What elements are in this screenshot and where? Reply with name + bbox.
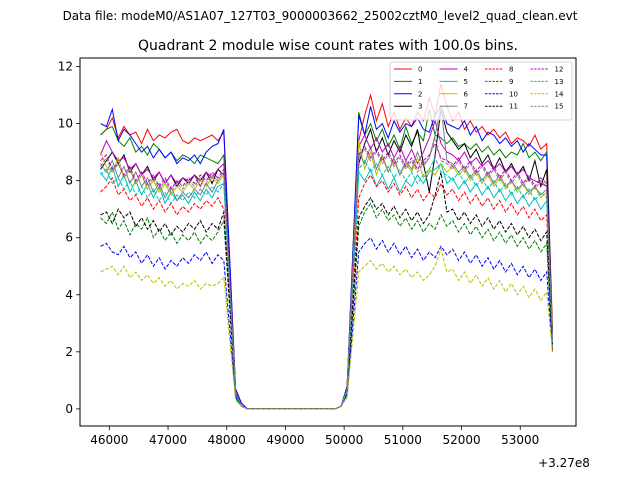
x-axis-offset-label: +3.27e8 bbox=[538, 456, 590, 470]
legend-label-6: 6 bbox=[464, 90, 469, 98]
x-tick-label: 51000 bbox=[384, 433, 422, 447]
legend-label-14: 14 bbox=[555, 90, 564, 98]
y-tick-label: 12 bbox=[58, 60, 73, 74]
x-tick-label: 50000 bbox=[325, 433, 363, 447]
series-line-2 bbox=[100, 105, 553, 410]
legend-label-4: 4 bbox=[464, 66, 469, 74]
legend-label-15: 15 bbox=[555, 103, 564, 111]
legend-label-0: 0 bbox=[418, 66, 422, 74]
y-tick-label: 6 bbox=[65, 231, 73, 245]
plot-frame bbox=[79, 57, 577, 427]
series-line-6 bbox=[100, 140, 553, 410]
y-tick-label: 2 bbox=[65, 345, 73, 359]
series-line-13 bbox=[100, 156, 553, 410]
x-tick-label: 52000 bbox=[442, 433, 480, 447]
plot-lines bbox=[100, 83, 553, 410]
legend-label-10: 10 bbox=[509, 90, 518, 98]
series-line-14 bbox=[100, 247, 553, 410]
series-line-8 bbox=[100, 174, 553, 410]
x-axis: 46000 47000 48000 49000 50000 51000 52000 53000 bbox=[90, 426, 539, 447]
series-line-7 bbox=[100, 106, 553, 410]
x-tick-label: 47000 bbox=[149, 433, 187, 447]
chart-title: Quadrant 2 module wise count rates with … bbox=[138, 38, 518, 54]
series-line-5 bbox=[100, 162, 553, 410]
legend-label-2: 2 bbox=[418, 90, 422, 98]
legend-label-7: 7 bbox=[464, 103, 468, 111]
series-line-10 bbox=[100, 236, 553, 410]
y-tick-label: 0 bbox=[65, 402, 73, 416]
legend-label-8: 8 bbox=[509, 66, 513, 74]
series-line-0 bbox=[100, 83, 553, 410]
legend-label-1: 1 bbox=[418, 78, 422, 86]
series-line-15 bbox=[100, 136, 553, 410]
legend-label-5: 5 bbox=[464, 78, 468, 86]
x-tick-label: 46000 bbox=[90, 433, 128, 447]
series-line-9 bbox=[100, 202, 553, 410]
y-axis: 0 2 4 6 8 10 12 bbox=[58, 60, 80, 416]
y-tick-label: 8 bbox=[65, 174, 73, 188]
legend-box bbox=[389, 61, 573, 121]
x-tick-label: 48000 bbox=[208, 433, 246, 447]
y-tick-label: 10 bbox=[58, 117, 73, 131]
legend-label-13: 13 bbox=[555, 78, 564, 86]
legend-label-9: 9 bbox=[509, 78, 513, 86]
x-tick-label: 53000 bbox=[501, 433, 539, 447]
legend-label-3: 3 bbox=[418, 103, 422, 111]
y-tick-label: 4 bbox=[65, 288, 73, 302]
legend-label-11: 11 bbox=[509, 103, 518, 111]
figure-suptitle: Data file: modeM0/AS1A07_127T03_90000036… bbox=[63, 9, 578, 23]
x-tick-label: 49000 bbox=[266, 433, 304, 447]
legend-label-12: 12 bbox=[555, 66, 564, 74]
